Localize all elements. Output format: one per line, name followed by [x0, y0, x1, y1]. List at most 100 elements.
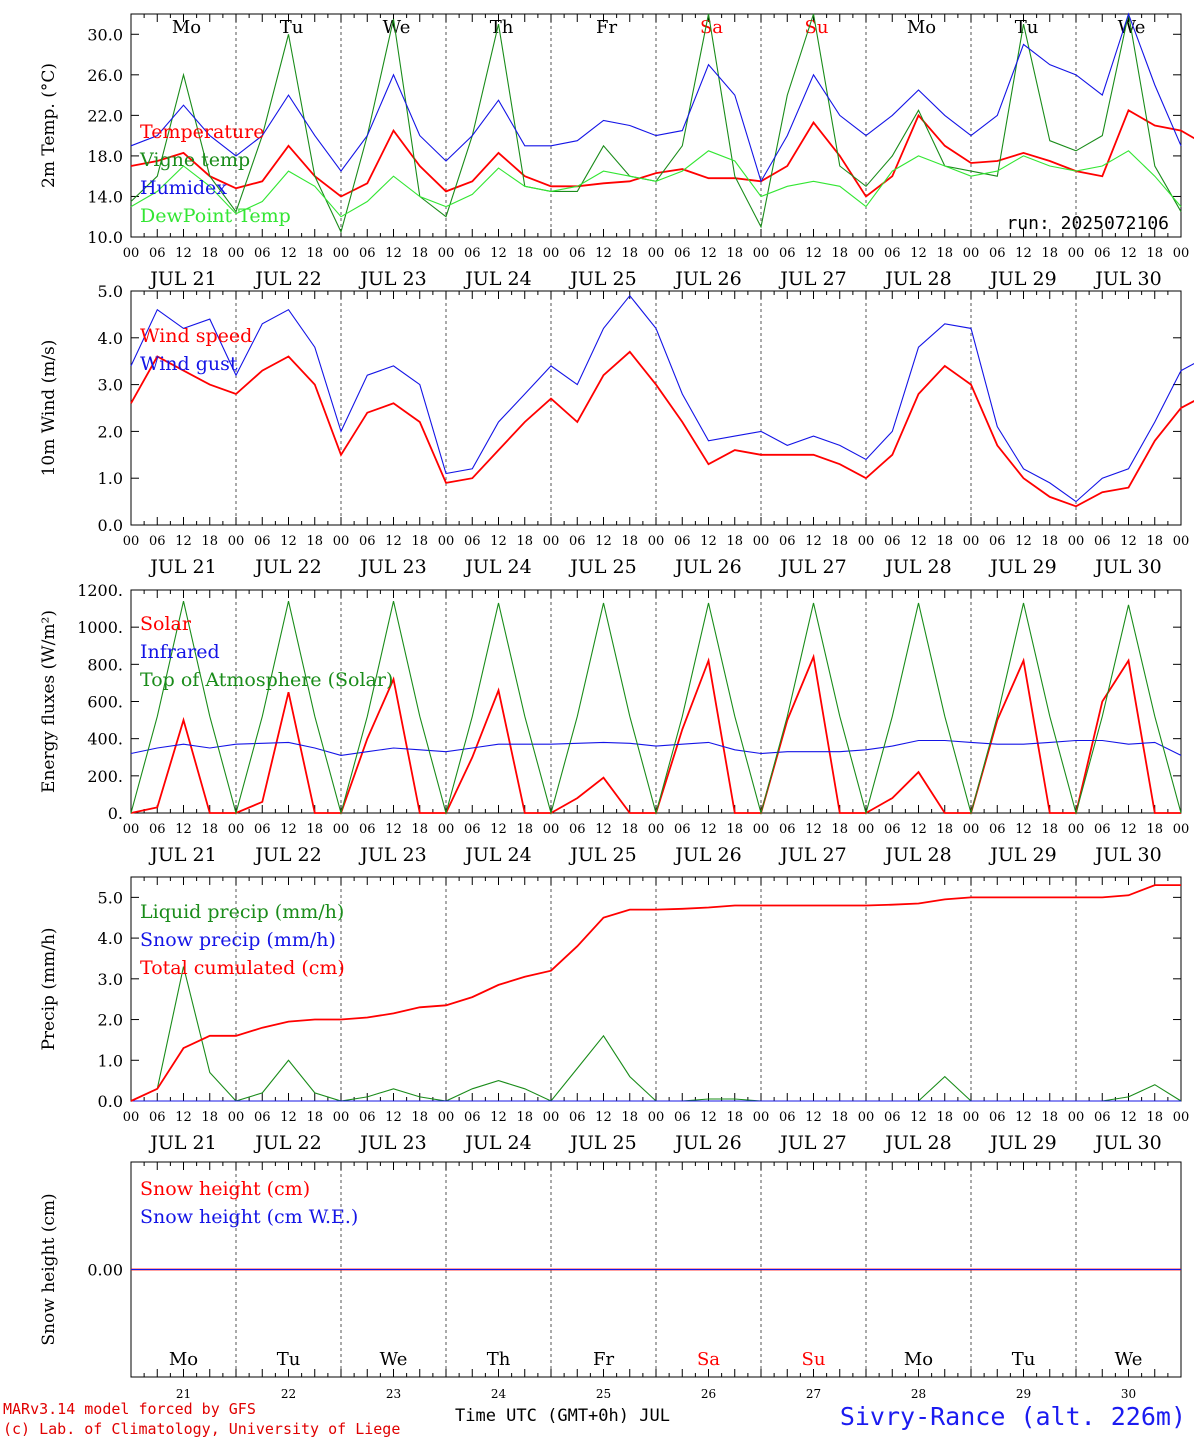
hour-tick-label: 06 — [779, 822, 796, 837]
y-axis-label: 2m Temp. (°C) — [39, 63, 59, 188]
hour-tick-label: 18 — [621, 246, 638, 261]
weekday-label: Su — [802, 1349, 826, 1370]
hour-tick-label: 12 — [385, 246, 402, 261]
hour-tick-label: 06 — [884, 1110, 901, 1125]
date-label: JUL 21 — [148, 1132, 216, 1154]
date-label: JUL 30 — [1093, 268, 1161, 290]
hour-tick-label: 00 — [123, 246, 140, 261]
hour-tick-label: 06 — [884, 822, 901, 837]
hour-tick-label: 18 — [1146, 534, 1163, 549]
day-number: 22 — [281, 1387, 296, 1401]
weekday-label: Mo — [907, 17, 936, 38]
date-label: JUL 25 — [568, 268, 636, 290]
date-label: JUL 24 — [463, 844, 531, 866]
series-line-humidex — [130, 12, 1182, 183]
y-tick-label: 14.0 — [87, 187, 123, 206]
date-label: JUL 28 — [883, 556, 951, 578]
hour-tick-label: 18 — [936, 246, 953, 261]
y-tick-label: 1000. — [77, 618, 123, 637]
hour-tick-label: 12 — [910, 1110, 927, 1125]
date-label: JUL 24 — [463, 1132, 531, 1154]
date-label: JUL 22 — [253, 1132, 321, 1154]
y-tick-label: 1200. — [77, 581, 123, 600]
hour-tick-label: 00 — [1068, 534, 1085, 549]
y-tick-label: 0.0 — [98, 516, 123, 535]
date-label: JUL 22 — [253, 844, 321, 866]
hour-tick-label: 00 — [543, 246, 560, 261]
legend-entry: Wind gust — [140, 353, 238, 375]
hour-tick-label: 18 — [726, 246, 743, 261]
hour-tick-label: 12 — [490, 534, 507, 549]
hour-tick-label: 12 — [805, 822, 822, 837]
hour-tick-label: 06 — [359, 534, 376, 549]
date-label: JUL 21 — [148, 268, 216, 290]
weekday-label: Sa — [700, 17, 723, 38]
y-tick-label: 0.00 — [87, 1261, 123, 1280]
hour-tick-label: 06 — [149, 246, 166, 261]
y-tick-label: 10.0 — [87, 228, 123, 247]
hour-tick-label: 00 — [753, 1110, 770, 1125]
hour-tick-label: 18 — [516, 246, 533, 261]
y-axis-label: Snow height (cm) — [39, 1193, 59, 1345]
hour-tick-label: 00 — [123, 822, 140, 837]
date-label: JUL 23 — [358, 844, 426, 866]
y-tick-label: 26.0 — [87, 66, 123, 85]
run-label: run: 2025072106 — [1006, 213, 1169, 234]
hour-tick-label: 12 — [700, 246, 717, 261]
hour-tick-label: 12 — [805, 534, 822, 549]
day-number: 29 — [1016, 1387, 1031, 1401]
hour-tick-label: 00 — [228, 534, 245, 549]
date-label: JUL 27 — [778, 1132, 846, 1154]
day-number: 28 — [911, 1387, 926, 1401]
y-tick-label: 3.0 — [98, 376, 123, 395]
hour-tick-label: 06 — [1094, 822, 1111, 837]
plot-frame — [130, 13, 1182, 238]
hour-tick-label: 18 — [936, 534, 953, 549]
y-tick-label: 200. — [87, 767, 123, 786]
legend-entry: Solar — [140, 613, 192, 635]
weekday-label: Mo — [904, 1349, 933, 1370]
hour-tick-label: 12 — [1015, 1110, 1032, 1125]
hour-tick-label: 00 — [753, 534, 770, 549]
hour-tick-label: 12 — [175, 1110, 192, 1125]
weekday-label: Fr — [596, 17, 617, 38]
date-label: JUL 29 — [988, 268, 1056, 290]
hour-tick-label: 00 — [858, 1110, 875, 1125]
plot-frame — [130, 589, 1182, 814]
hour-tick-label: 06 — [464, 534, 481, 549]
hour-tick-label: 12 — [910, 822, 927, 837]
date-label: JUL 22 — [253, 556, 321, 578]
hour-tick-label: 12 — [490, 1110, 507, 1125]
hour-tick-label: 06 — [359, 246, 376, 261]
hour-tick-label: 00 — [543, 534, 560, 549]
hour-tick-label: 00 — [228, 822, 245, 837]
hour-tick-label: 00 — [753, 246, 770, 261]
weekday-label: Su — [805, 17, 829, 38]
weekday-label: We — [383, 17, 411, 38]
weekday-label: Fr — [593, 1349, 614, 1370]
hour-tick-label: 06 — [989, 246, 1006, 261]
legend-entry: Infrared — [140, 641, 220, 663]
hour-tick-label: 12 — [385, 534, 402, 549]
hour-tick-label: 18 — [1146, 822, 1163, 837]
hour-tick-label: 00 — [1068, 246, 1085, 261]
date-label: JUL 25 — [568, 556, 636, 578]
hour-tick-label: 00 — [648, 534, 665, 549]
hour-tick-label: 06 — [779, 246, 796, 261]
y-tick-label: 4.0 — [98, 929, 123, 948]
date-label: JUL 23 — [358, 268, 426, 290]
hour-tick-label: 18 — [516, 1110, 533, 1125]
hour-tick-label: 18 — [831, 1110, 848, 1125]
legend-entry: Snow height (cm) — [140, 1178, 310, 1200]
hour-tick-label: 06 — [779, 1110, 796, 1125]
hour-tick-label: 06 — [989, 1110, 1006, 1125]
hour-tick-label: 12 — [1015, 534, 1032, 549]
hour-tick-label: 18 — [726, 822, 743, 837]
date-label: JUL 25 — [568, 1132, 636, 1154]
day-number: 21 — [176, 1387, 191, 1401]
series-line-wind-gust — [130, 294, 1194, 503]
hour-tick-label: 18 — [516, 534, 533, 549]
hour-tick-label: 06 — [254, 246, 271, 261]
legend-entry: Humidex — [140, 177, 227, 199]
